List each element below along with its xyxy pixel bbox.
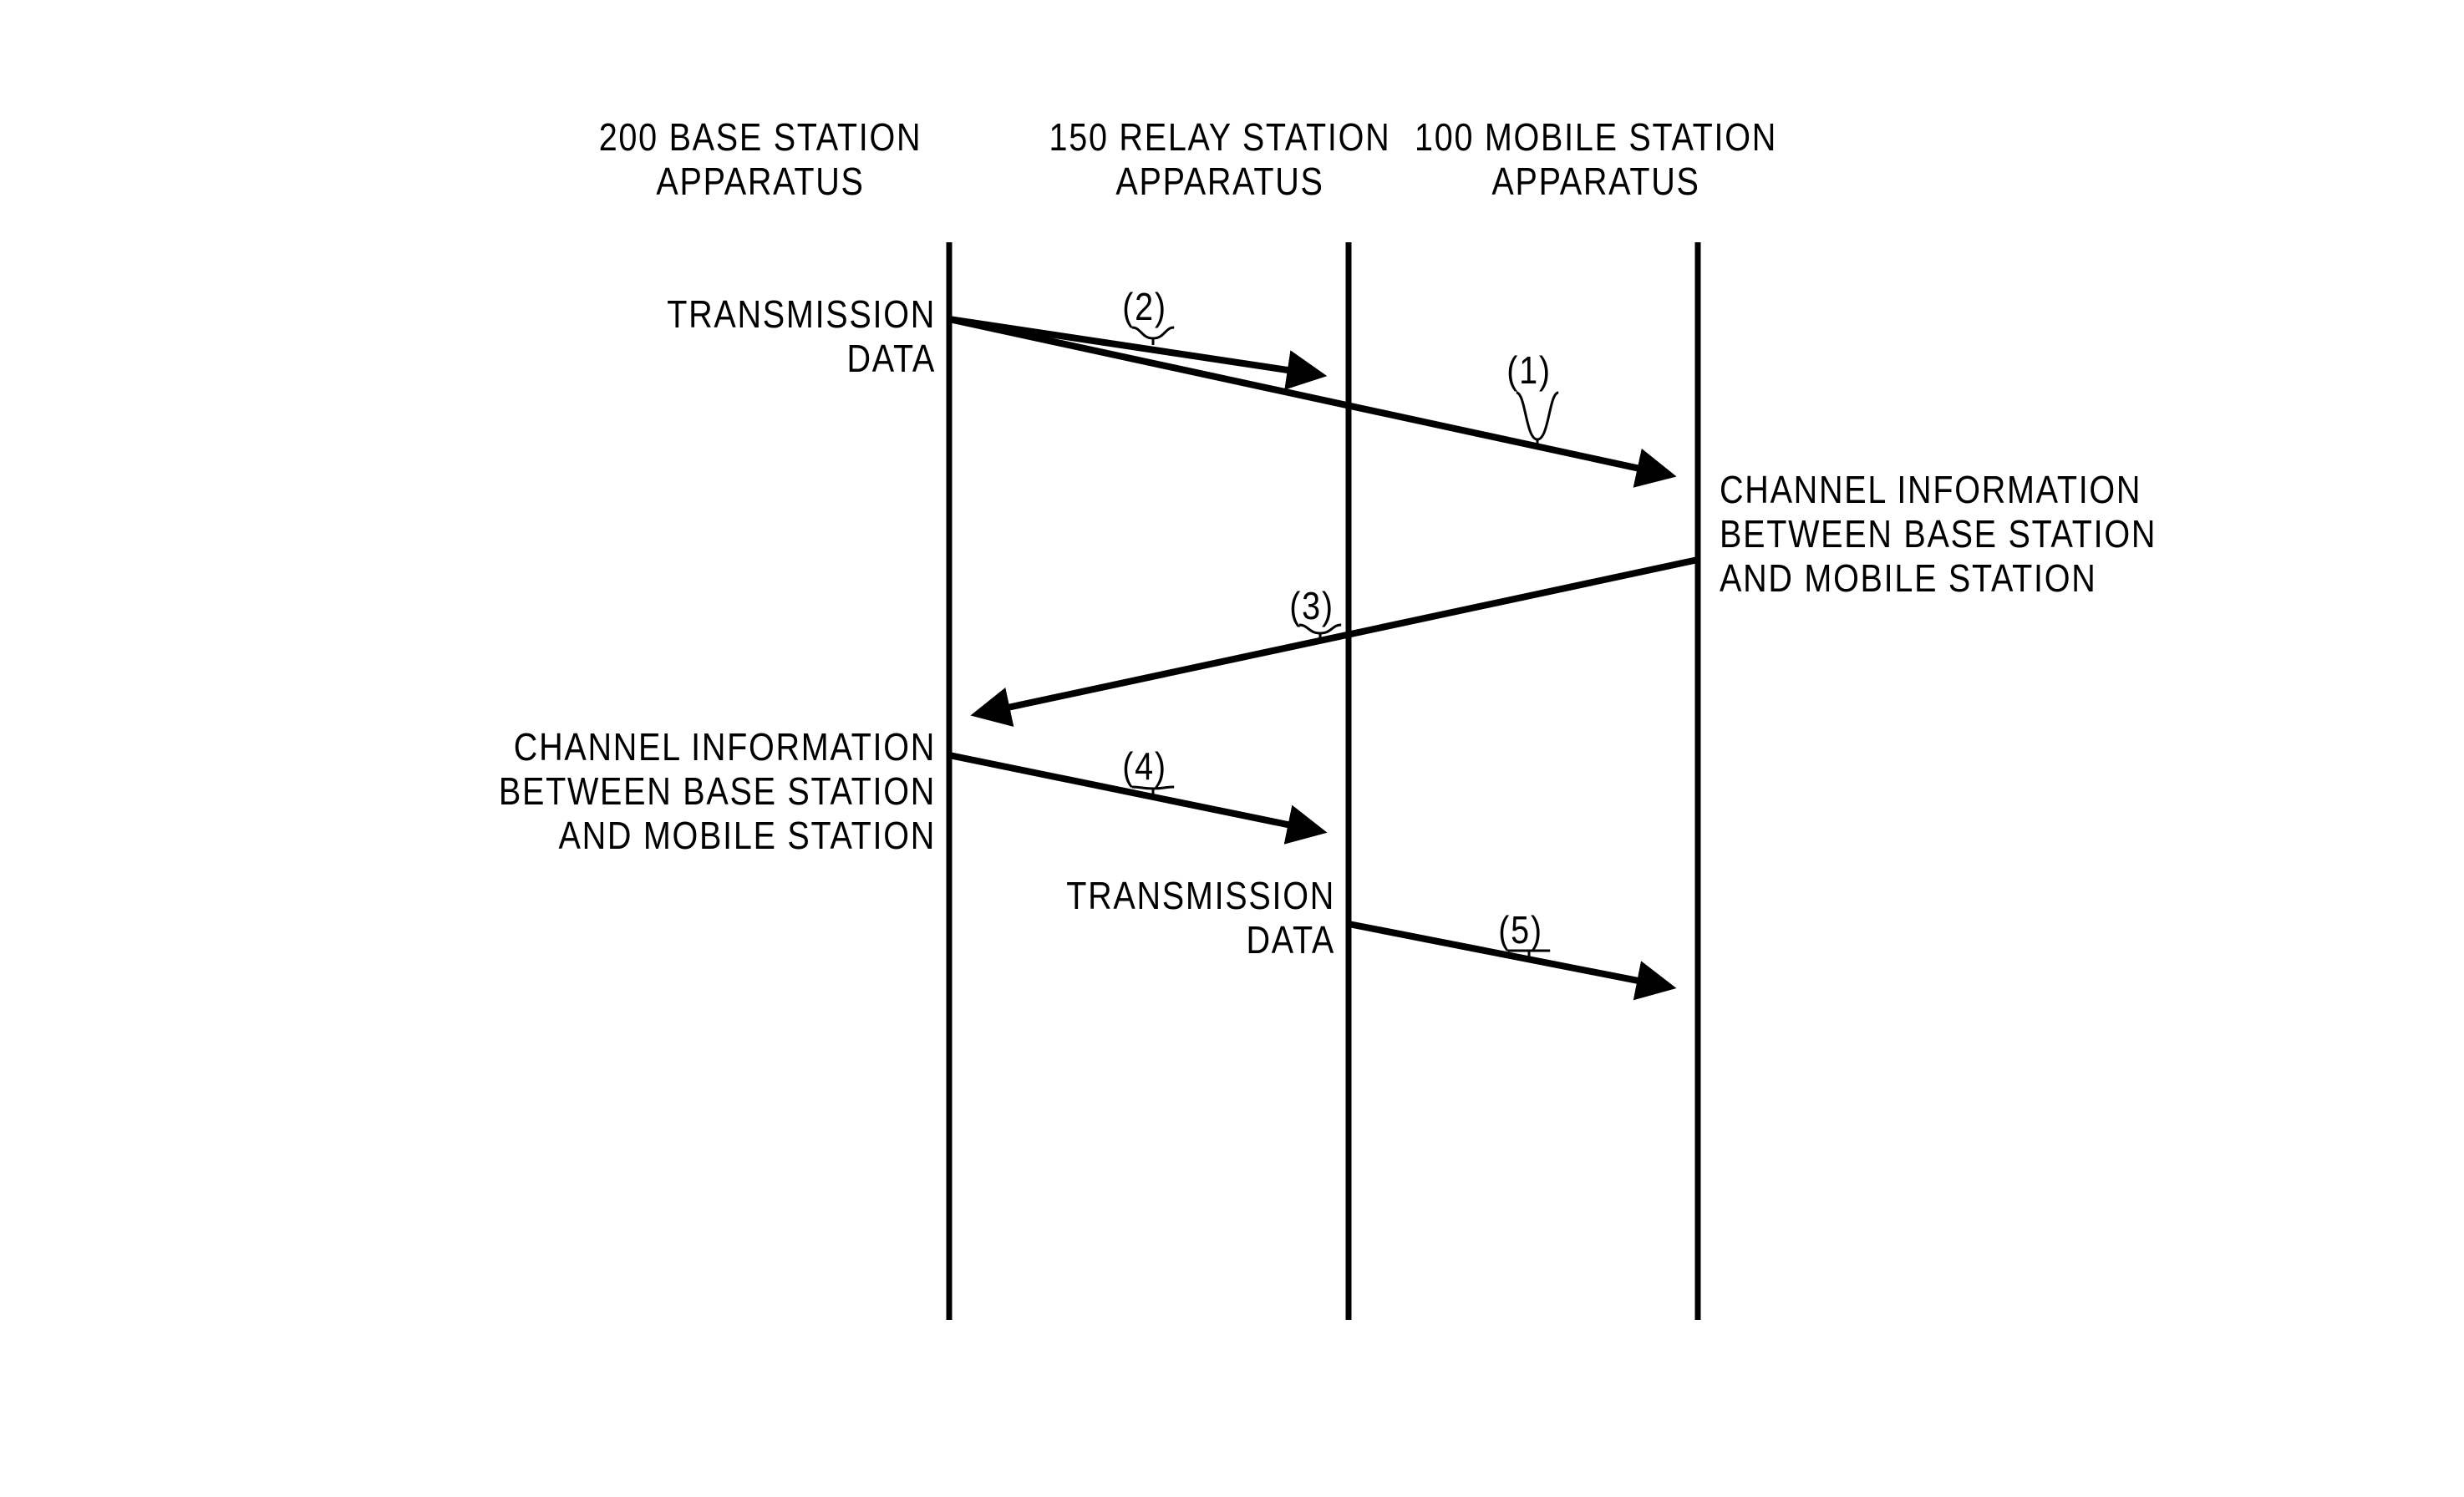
- arrow-number-4: (4): [1109, 743, 1181, 789]
- annotation-label-3: TRANSMISSION DATA: [832, 874, 1335, 962]
- lifeline-header-base: 200 BASE STATION APPARATUS: [573, 115, 947, 204]
- arrow-number-3: (3): [1276, 583, 1348, 628]
- arrow-number-2: (2): [1109, 284, 1181, 329]
- arrow-number-1: (1): [1493, 348, 1565, 393]
- callout-bracket-1: [1517, 393, 1558, 446]
- arrow-number-5: (5): [1485, 907, 1557, 952]
- annotation-label-0: TRANSMISSION DATA: [433, 292, 936, 381]
- lifeline-header-mobile: 100 MOBILE STATION APPARATUS: [1409, 115, 1782, 204]
- callout-bracket-2: [1132, 327, 1174, 345]
- diagram-svg: [0, 0, 2464, 1497]
- message-arrow-1: [949, 319, 1670, 475]
- sequence-diagram: 200 BASE STATION APPARATUS 150 RELAY STAT…: [0, 0, 2464, 1497]
- annotation-label-1: CHANNEL INFORMATION BETWEEN BASE STATION…: [1720, 468, 2223, 601]
- annotation-label-2: CHANNEL INFORMATION BETWEEN BASE STATION…: [433, 725, 936, 858]
- lifeline-header-relay: 150 RELAY STATION APPARATUS: [1033, 115, 1406, 204]
